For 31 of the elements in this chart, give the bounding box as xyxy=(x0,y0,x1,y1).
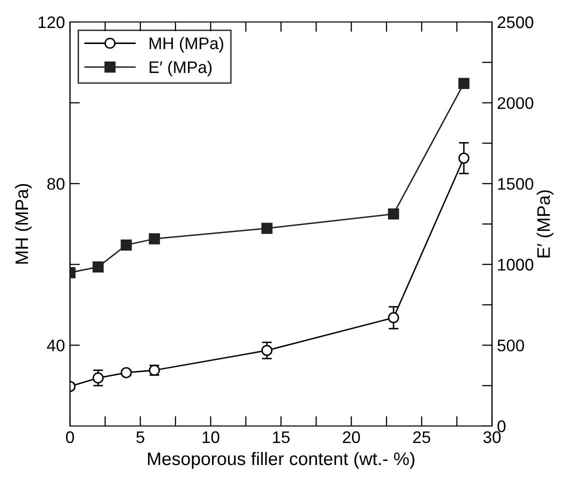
x-tick-label: 0 xyxy=(66,431,74,444)
point xyxy=(261,344,272,356)
point xyxy=(261,222,272,234)
y-tick-label: 40 xyxy=(46,340,64,352)
y-axis-title: MH (MPa) xyxy=(14,184,32,264)
y2-tick-label: 2500 xyxy=(498,16,534,28)
x-tick-label: 25 xyxy=(413,431,430,444)
y2-axis-title: E′ (MPa) xyxy=(536,190,554,258)
point xyxy=(388,208,400,220)
point xyxy=(120,239,132,251)
y2-tick-label: 500 xyxy=(498,340,524,352)
x-tick-label: 5 xyxy=(136,431,144,444)
y-tick-label: 80 xyxy=(47,178,64,190)
x-tick-label: 20 xyxy=(342,431,360,444)
x-tick-label: 15 xyxy=(273,431,290,444)
y2-tick-label: 2000 xyxy=(498,97,534,110)
point xyxy=(458,152,470,164)
point xyxy=(92,372,104,384)
point xyxy=(458,78,470,89)
y2-tick-label: 1000 xyxy=(498,258,534,271)
x-tick-label: 30 xyxy=(483,431,501,444)
x-tick-label: 10 xyxy=(202,431,220,444)
legend-label: E′ (MPa) xyxy=(150,60,212,76)
y-tick-label: 120 xyxy=(38,16,64,28)
legend-label: MH (MPa) xyxy=(150,37,224,53)
y2-tick-label: 1500 xyxy=(498,178,534,190)
point xyxy=(148,233,160,244)
y2-tick-label: 0 xyxy=(498,420,506,432)
x-axis-title: Mesoporous filler content (wt.- %) xyxy=(148,452,414,469)
point xyxy=(388,312,400,324)
point xyxy=(92,261,104,273)
